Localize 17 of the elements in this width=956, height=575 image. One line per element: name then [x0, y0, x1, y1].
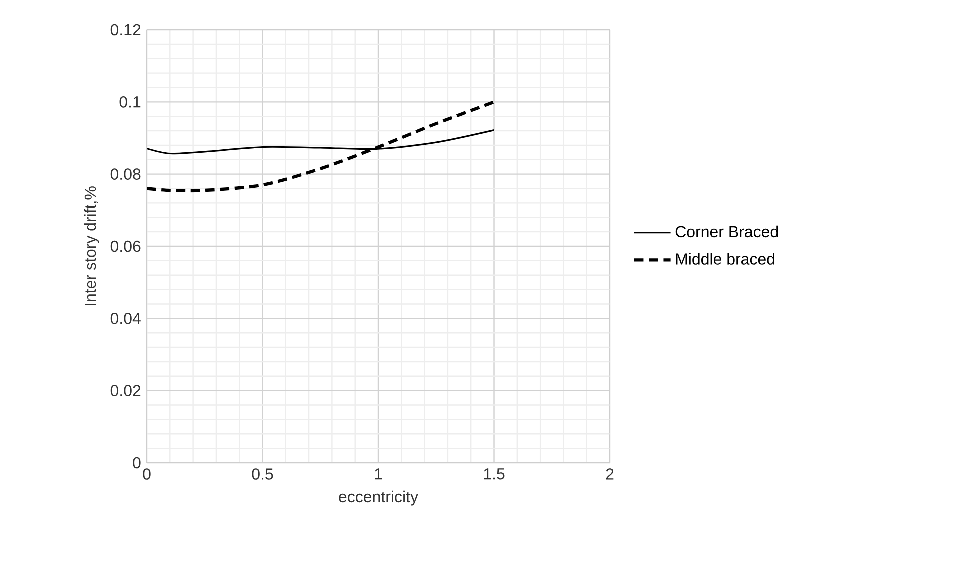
- x-tick-label: 1: [375, 468, 382, 480]
- legend-label: Corner Braced: [676, 226, 778, 238]
- y-axis-title: Inter story drift,%: [84, 186, 100, 306]
- y-tick-label: 0.12: [110, 24, 141, 36]
- y-tick-label: 0.02: [110, 385, 141, 396]
- y-tick-label: 0: [133, 457, 141, 469]
- y-tick-label: 0.08: [110, 168, 141, 180]
- y-tick-label: 0.04: [110, 313, 141, 324]
- y-tick-label: 0.06: [110, 240, 141, 252]
- x-tick-label: 0.5: [252, 468, 274, 480]
- x-tick-label: 0: [143, 468, 151, 480]
- legend-label: Middle braced: [676, 253, 775, 265]
- line-series: [147, 100, 496, 193]
- x-axis-title: eccentricity: [339, 490, 418, 506]
- x-tick-label: 2: [606, 468, 614, 480]
- y-tick-label: 0.1: [120, 96, 141, 108]
- x-tick-label: 1.5: [484, 468, 505, 480]
